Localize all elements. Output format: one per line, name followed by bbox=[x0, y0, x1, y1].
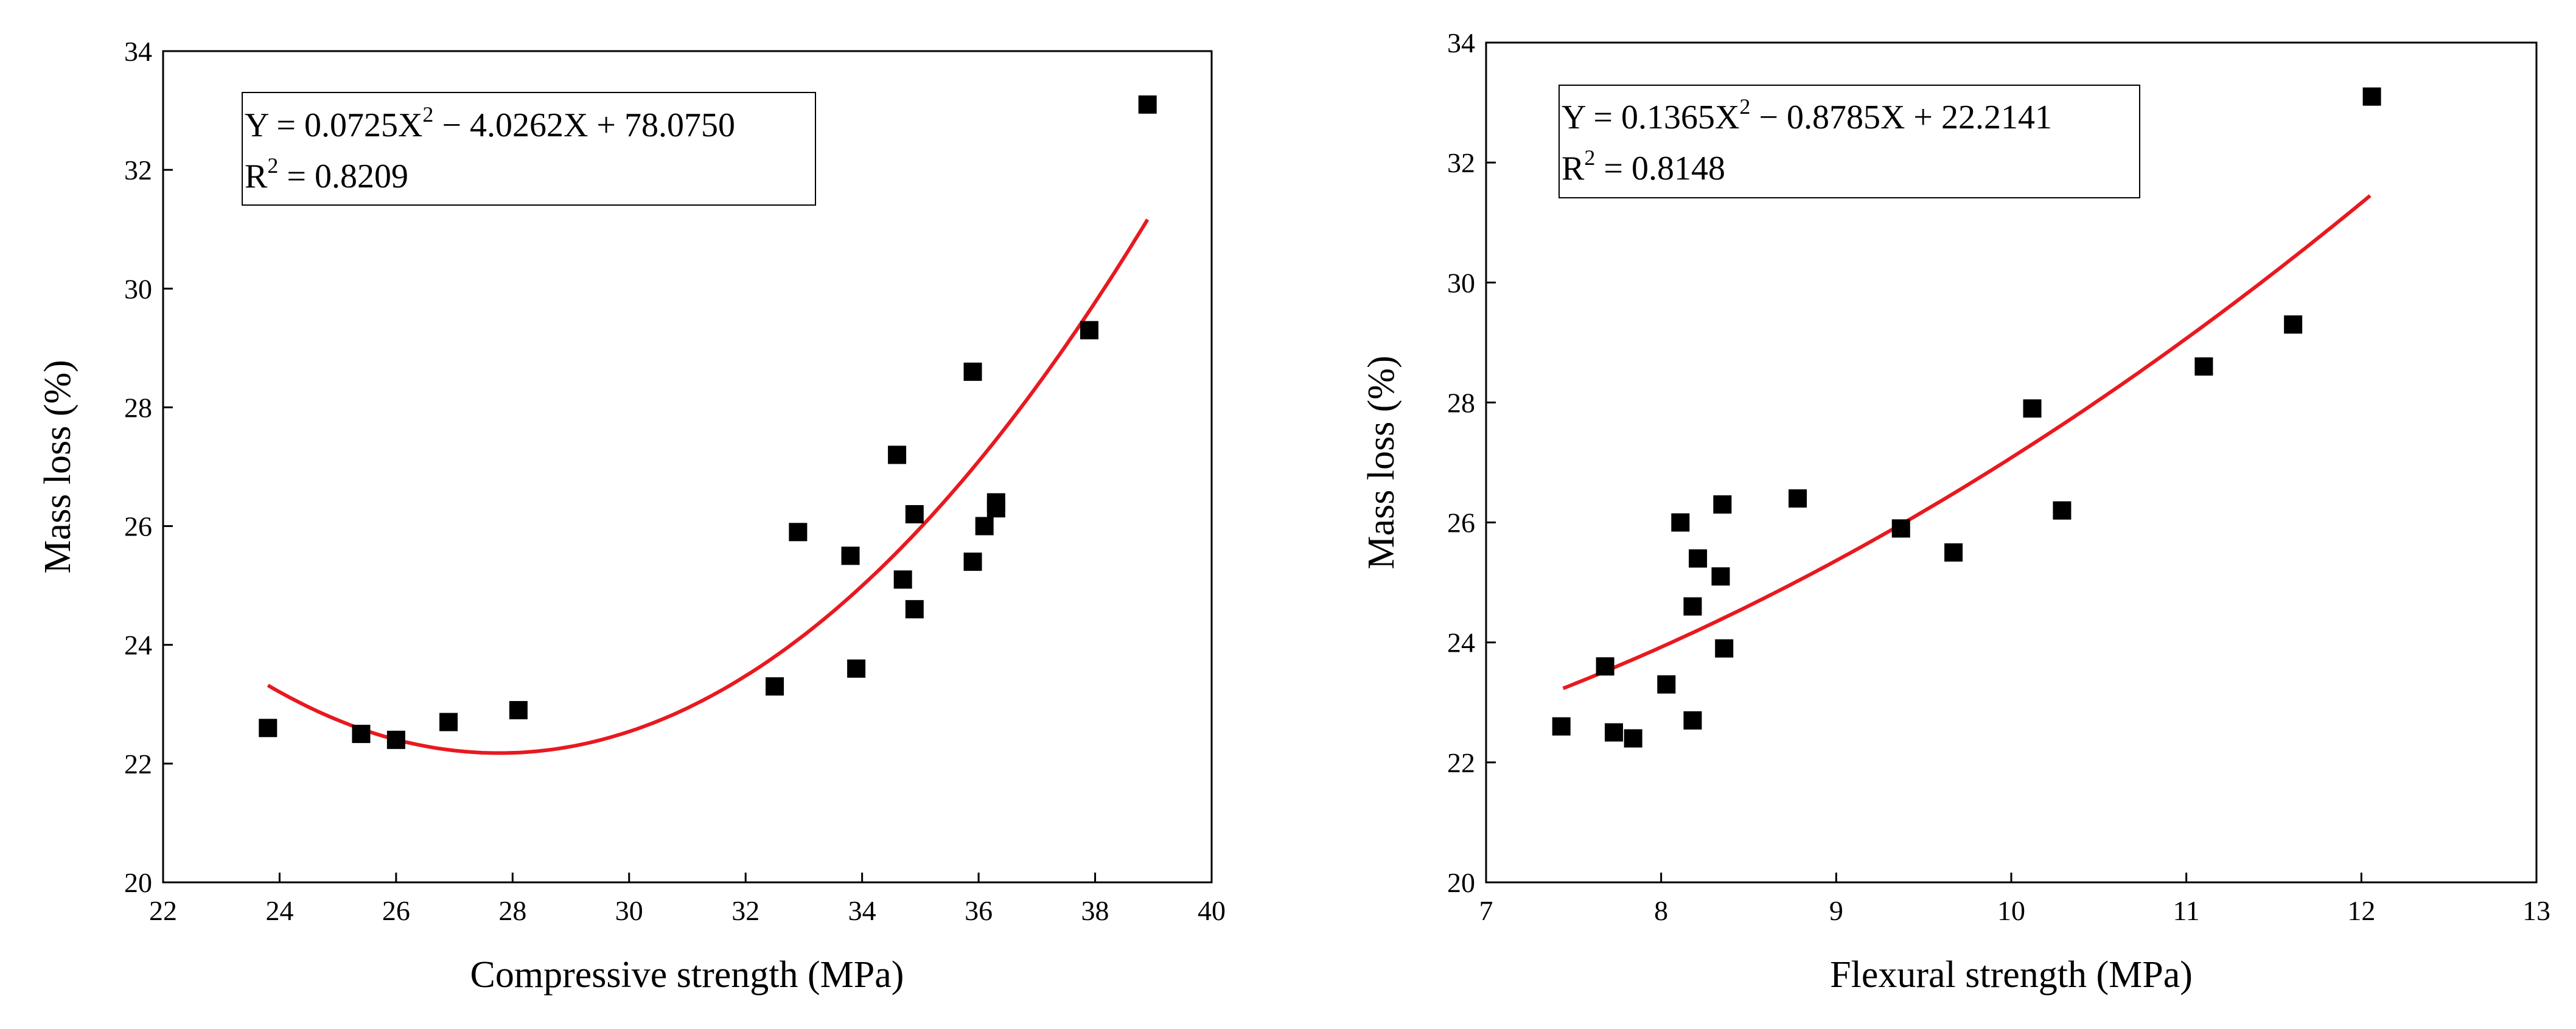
data-point bbox=[509, 701, 528, 720]
data-points bbox=[1552, 87, 2381, 748]
x-axis-title: Compressive strength (MPa) bbox=[470, 954, 904, 996]
data-point bbox=[259, 719, 277, 738]
x-tick-label: 9 bbox=[1829, 895, 1843, 926]
x-tick-label: 26 bbox=[382, 895, 410, 926]
x-tick-label: 40 bbox=[1198, 895, 1226, 926]
data-point bbox=[963, 362, 982, 381]
x-tick-label: 32 bbox=[731, 895, 759, 926]
data-point bbox=[1671, 513, 1690, 532]
data-point bbox=[963, 553, 982, 571]
data-point bbox=[975, 517, 994, 535]
data-point bbox=[1138, 95, 1157, 114]
y-tick-label: 32 bbox=[124, 155, 152, 186]
y-tick-label: 26 bbox=[1447, 508, 1475, 539]
y-tick-label: 30 bbox=[1447, 267, 1475, 298]
r-squared: R2 = 0.8209 bbox=[245, 153, 408, 195]
x-tick-label: 38 bbox=[1081, 895, 1109, 926]
fit-curve-line bbox=[267, 218, 1150, 755]
fit-curve-line bbox=[1562, 194, 2372, 690]
y-tick-label: 28 bbox=[124, 392, 152, 423]
x-tick-label: 11 bbox=[2173, 895, 2200, 926]
y-tick-label: 20 bbox=[1447, 867, 1475, 898]
y-axis-title: Mass loss (%) bbox=[1361, 355, 1402, 569]
y-tick-label: 34 bbox=[1447, 27, 1475, 58]
data-point bbox=[1657, 675, 1676, 694]
y-axis-title: Mass loss (%) bbox=[37, 360, 79, 573]
data-point bbox=[1552, 717, 1571, 736]
flexural-strength-panel: 7 8 9 10 11 12 13 20 22 24 26 28 30 32 34 Y = 0.1365X2… bbox=[1361, 27, 2550, 996]
data-point bbox=[1080, 321, 1098, 340]
x-tick-label: 34 bbox=[848, 895, 876, 926]
data-point bbox=[1891, 519, 1910, 538]
fit-curve bbox=[1562, 194, 2372, 690]
plot-frame bbox=[162, 50, 1213, 884]
data-point bbox=[2194, 357, 2213, 376]
data-point bbox=[841, 546, 860, 565]
data-point bbox=[352, 725, 371, 744]
x-tick-label: 36 bbox=[965, 895, 993, 926]
data-point bbox=[1789, 489, 1807, 508]
data-point bbox=[905, 600, 924, 619]
data-point bbox=[1944, 543, 1963, 562]
y-tick-label: 26 bbox=[124, 511, 152, 542]
y-tick-label: 24 bbox=[1447, 627, 1475, 658]
x-tick-label: 30 bbox=[615, 895, 643, 926]
y-tick-label: 34 bbox=[124, 36, 152, 67]
data-point bbox=[1604, 723, 1623, 742]
data-point bbox=[893, 570, 912, 589]
data-points bbox=[259, 95, 1157, 749]
data-point bbox=[766, 677, 784, 696]
data-point bbox=[986, 499, 1005, 518]
x-tick-label: 13 bbox=[2522, 895, 2550, 926]
data-point bbox=[847, 659, 866, 678]
x-tick-label: 12 bbox=[2347, 895, 2375, 926]
data-point bbox=[2284, 315, 2303, 334]
data-point bbox=[2362, 87, 2381, 106]
data-point bbox=[888, 445, 907, 464]
data-point bbox=[1596, 657, 1614, 676]
equation-box bbox=[1559, 85, 2140, 198]
data-point bbox=[789, 523, 808, 542]
data-point bbox=[2023, 399, 2042, 418]
data-point bbox=[1683, 711, 1702, 730]
data-point bbox=[1689, 549, 1708, 568]
data-point bbox=[1715, 639, 1734, 658]
y-tick-label: 30 bbox=[124, 273, 152, 304]
fit-equation: Y = 0.1365X2 − 0.8785X + 22.2141 bbox=[1562, 94, 2052, 136]
fit-equation: Y = 0.0725X2 − 4.0262X + 78.0750 bbox=[245, 102, 735, 144]
x-tick-label: 10 bbox=[1997, 895, 2025, 926]
data-point bbox=[2053, 501, 2072, 520]
y-tick-label: 32 bbox=[1447, 147, 1475, 178]
axis-ticks: 7 8 9 10 11 12 13 20 22 24 26 28 30 32 34 bbox=[1447, 27, 2550, 926]
x-axis-title: Flexural strength (MPa) bbox=[1830, 954, 2193, 996]
x-tick-label: 7 bbox=[1479, 895, 1493, 926]
y-tick-label: 28 bbox=[1447, 387, 1475, 418]
y-tick-label: 22 bbox=[1447, 747, 1475, 778]
y-tick-label: 24 bbox=[124, 630, 152, 661]
data-point bbox=[1713, 495, 1732, 514]
x-tick-label: 24 bbox=[265, 895, 293, 926]
x-tick-label: 28 bbox=[498, 895, 526, 926]
y-tick-label: 22 bbox=[124, 748, 152, 780]
x-tick-label: 22 bbox=[149, 895, 177, 926]
equation-box bbox=[242, 92, 816, 206]
data-point bbox=[1624, 729, 1642, 748]
data-point bbox=[439, 713, 458, 731]
y-tick-label: 20 bbox=[124, 867, 152, 898]
data-point bbox=[905, 505, 924, 524]
x-tick-label: 8 bbox=[1654, 895, 1668, 926]
data-point bbox=[386, 730, 405, 749]
data-point bbox=[1683, 597, 1702, 616]
fit-curve bbox=[267, 218, 1150, 755]
r-squared: R2 = 0.8148 bbox=[1562, 145, 1725, 187]
data-point bbox=[1711, 567, 1730, 586]
